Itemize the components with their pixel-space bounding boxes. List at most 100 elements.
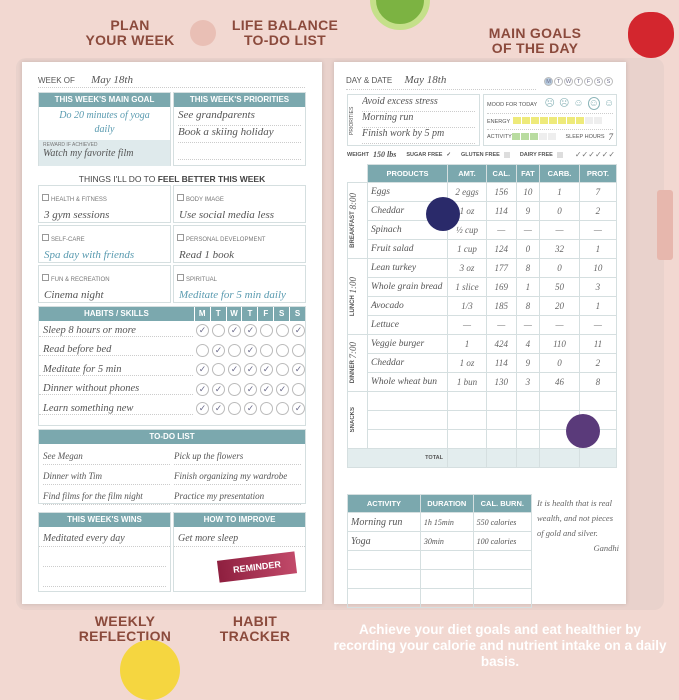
- habit-check-empty[interactable]: [276, 324, 289, 338]
- food-cell[interactable]: [515, 429, 541, 449]
- category-value[interactable]: Meditate for 5 min daily: [179, 289, 286, 301]
- habit-check-checked[interactable]: ✓: [212, 382, 225, 396]
- food-cell[interactable]: 2: [578, 201, 618, 221]
- day-circle[interactable]: S: [594, 77, 603, 86]
- food-cell[interactable]: —: [515, 220, 541, 240]
- food-cell[interactable]: Avocado: [367, 296, 448, 316]
- food-cell[interactable]: 2 eggs: [447, 182, 487, 202]
- activity-cell[interactable]: Morning run: [347, 512, 421, 532]
- food-cell[interactable]: 50: [539, 277, 580, 297]
- food-cell[interactable]: 11: [578, 334, 618, 354]
- food-cell[interactable]: Lean turkey: [367, 258, 448, 278]
- food-cell[interactable]: 424: [485, 334, 517, 354]
- food-cell[interactable]: 0: [539, 353, 580, 373]
- food-cell[interactable]: [485, 410, 517, 430]
- food-cell[interactable]: 3: [515, 372, 541, 392]
- habit-check-checked[interactable]: ✓: [244, 402, 257, 416]
- food-cell[interactable]: Whole wheat bun: [367, 372, 448, 392]
- energy-level-cell[interactable]: [558, 117, 566, 124]
- todo-item[interactable]: See Megan: [43, 447, 170, 465]
- food-cell[interactable]: —: [539, 220, 580, 240]
- mood-face-icon[interactable]: ☺: [587, 97, 600, 110]
- habit-check-empty[interactable]: [276, 402, 289, 416]
- habit-check-empty[interactable]: [196, 343, 209, 357]
- habit-check-checked[interactable]: ✓: [244, 363, 257, 377]
- food-cell[interactable]: 1 cup: [447, 239, 487, 259]
- food-cell[interactable]: 0: [539, 258, 580, 278]
- habit-check-empty[interactable]: [260, 402, 273, 416]
- habit-name[interactable]: Sleep 8 hours or more: [39, 325, 193, 337]
- sugar-free-check[interactable]: ✓: [446, 151, 452, 158]
- food-cell[interactable]: [367, 429, 448, 449]
- habit-name[interactable]: Dinner without phones: [39, 383, 193, 396]
- food-cell[interactable]: —: [485, 220, 517, 240]
- category-value[interactable]: Read 1 book: [179, 249, 234, 261]
- mood-face-icon[interactable]: ☹: [558, 98, 570, 109]
- habit-check-empty[interactable]: [260, 324, 273, 338]
- activity-level-cell[interactable]: [548, 132, 557, 140]
- todo-item[interactable]: Finish organizing my wardrobe: [174, 467, 301, 485]
- dairy-free-checkbox[interactable]: [556, 151, 563, 158]
- food-cell[interactable]: 2: [578, 353, 618, 373]
- food-cell[interactable]: [367, 410, 448, 430]
- habit-check-checked[interactable]: ✓: [260, 363, 273, 377]
- habit-check-empty[interactable]: [228, 382, 241, 396]
- energy-level-cell[interactable]: [549, 117, 557, 124]
- habit-check-checked[interactable]: ✓: [212, 402, 225, 416]
- date-value[interactable]: May 18th: [404, 74, 447, 86]
- reward-value[interactable]: Watch my favorite film: [43, 148, 134, 159]
- total-cell[interactable]: [578, 448, 618, 468]
- energy-level-cell[interactable]: [522, 117, 530, 124]
- habit-check-checked[interactable]: ✓: [228, 363, 241, 377]
- habit-check-checked[interactable]: ✓: [196, 382, 209, 396]
- habit-check-checked[interactable]: ✓: [244, 343, 257, 357]
- energy-level-cell[interactable]: [513, 117, 521, 124]
- wins-value[interactable]: Meditated every day: [39, 527, 170, 547]
- food-cell[interactable]: 1: [447, 334, 487, 354]
- habit-check-checked[interactable]: ✓: [292, 363, 305, 377]
- food-cell[interactable]: —: [578, 220, 618, 240]
- category-value[interactable]: Spa day with friends: [44, 249, 135, 261]
- habit-check-checked[interactable]: ✓: [260, 382, 273, 396]
- food-cell[interactable]: Veggie burger: [367, 334, 448, 354]
- energy-level-cell[interactable]: [594, 117, 602, 124]
- activity-cell[interactable]: 1h 15min: [419, 512, 474, 532]
- food-cell[interactable]: 1 bun: [447, 372, 487, 392]
- habit-check-empty[interactable]: [212, 324, 225, 338]
- food-cell[interactable]: Whole grain bread: [367, 277, 448, 297]
- category-value[interactable]: Use social media less: [179, 209, 275, 221]
- habit-check-checked[interactable]: ✓: [244, 324, 257, 338]
- day-priority-item[interactable]: Avoid excess stress: [362, 96, 475, 112]
- day-priority-item[interactable]: Finish work by 5 pm: [362, 128, 475, 144]
- activity-cell[interactable]: [472, 588, 533, 608]
- day-circle[interactable]: T: [554, 77, 563, 86]
- weight-value[interactable]: 150 lbs: [373, 150, 397, 159]
- habit-check-empty[interactable]: [276, 343, 289, 357]
- habit-name[interactable]: Meditate for 5 min: [39, 364, 193, 376]
- priority-item[interactable]: Book a skiing holiday: [178, 126, 301, 143]
- food-cell[interactable]: [485, 429, 517, 449]
- energy-level-cell[interactable]: [531, 117, 539, 124]
- food-cell[interactable]: [447, 391, 487, 411]
- activity-cell[interactable]: 30min: [419, 531, 474, 551]
- habit-check-empty[interactable]: [292, 343, 305, 357]
- food-cell[interactable]: 1 oz: [447, 353, 487, 373]
- food-cell[interactable]: 10: [578, 258, 618, 278]
- day-circle[interactable]: S: [604, 77, 613, 86]
- habit-check-checked[interactable]: ✓: [212, 343, 225, 357]
- activity-level-cell[interactable]: [530, 132, 539, 140]
- total-cell[interactable]: [447, 448, 487, 468]
- food-cell[interactable]: 0: [515, 239, 541, 259]
- total-cell[interactable]: [539, 448, 580, 468]
- food-cell[interactable]: —: [539, 315, 580, 335]
- food-cell[interactable]: [515, 391, 541, 411]
- todo-item[interactable]: Find films for the film night: [43, 487, 170, 505]
- food-cell[interactable]: [539, 391, 580, 411]
- food-cell[interactable]: 46: [539, 372, 580, 392]
- food-cell[interactable]: 7: [578, 182, 618, 202]
- habit-check-empty[interactable]: [292, 382, 305, 396]
- habit-name[interactable]: Read before bed: [39, 344, 193, 357]
- food-cell[interactable]: 110: [539, 334, 580, 354]
- total-cell[interactable]: [485, 448, 517, 468]
- todo-item[interactable]: Practice my presentation: [174, 487, 301, 505]
